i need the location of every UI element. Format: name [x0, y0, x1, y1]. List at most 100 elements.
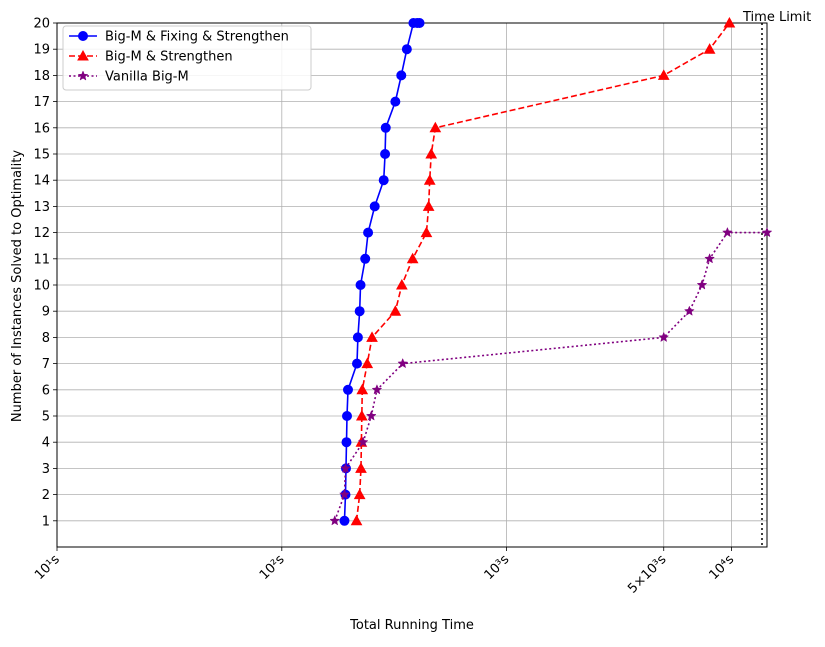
data-point [353, 488, 366, 500]
y-axis-label: Number of Instances Solved to Optimality [10, 150, 25, 422]
data-point [378, 175, 389, 186]
y-tick-label: 16 [33, 121, 50, 136]
y-tick-label: 5 [42, 410, 50, 425]
data-point [77, 49, 89, 61]
data-point [703, 43, 716, 54]
legend-label: Big-M & Fixing & Strengthen [105, 30, 289, 45]
data-point [422, 200, 435, 211]
data-point [341, 437, 352, 448]
data-point [366, 331, 378, 342]
data-point [657, 69, 670, 80]
data-point [397, 357, 409, 369]
legend-entry: Big-M & Fixing & Strengthen [69, 30, 289, 45]
data-point [354, 306, 365, 317]
data-point [360, 253, 371, 264]
y-tick-label: 13 [33, 200, 50, 215]
data-point [340, 462, 351, 473]
data-point [406, 252, 419, 264]
y-tick-label: 19 [33, 43, 50, 58]
y-tick-label: 12 [33, 226, 50, 241]
axes [53, 22, 768, 551]
data-point [351, 358, 362, 369]
data-point [761, 226, 773, 238]
data-point [365, 410, 377, 421]
y-tick-label: 20 [33, 17, 50, 32]
y-tick-label: 8 [42, 331, 50, 346]
y-tick-label: 18 [33, 69, 50, 84]
data-point [420, 226, 433, 238]
data-point [357, 436, 369, 447]
time-limit-label: Time Limit [742, 10, 811, 25]
x-axis-label: Total Running Time [349, 618, 474, 633]
data-point [361, 357, 374, 369]
y-tick-label: 10 [33, 279, 50, 294]
data-point [355, 409, 368, 421]
data-point [352, 332, 363, 343]
data-point [414, 18, 425, 28]
data-point [658, 331, 670, 342]
x-tick-label: 10²s [257, 552, 288, 583]
series-3 [329, 226, 773, 526]
legend-label: Big-M & Strengthen [105, 50, 233, 65]
x-tick-label: 5×10³s [625, 552, 669, 596]
y-tick-label: 15 [33, 148, 50, 163]
legend-entry: Big-M & Strengthen [69, 50, 233, 65]
legend-label: Vanilla Big-M [105, 70, 189, 85]
data-point [356, 383, 369, 395]
data-point [389, 305, 402, 316]
y-tick-label: 6 [42, 383, 50, 398]
data-point [423, 174, 436, 185]
data-point [363, 227, 374, 238]
data-point [339, 515, 350, 526]
data-point [380, 149, 391, 159]
x-tick-label: 10³s [482, 552, 513, 583]
data-point [396, 70, 407, 81]
x-tick-label: 10⁴s [706, 552, 737, 583]
series-line [355, 22, 731, 521]
data-point [355, 280, 366, 290]
data-point [329, 515, 341, 526]
series-line [343, 22, 420, 521]
data-point [704, 253, 716, 264]
data-point [355, 462, 367, 473]
data-point [350, 514, 363, 526]
data-point [696, 279, 708, 290]
grid-lines [56, 22, 767, 547]
data-point [339, 488, 350, 500]
data-point [401, 44, 412, 55]
y-tick-label: 1 [42, 514, 50, 529]
y-tick-label: 4 [42, 436, 50, 451]
data-point [77, 70, 89, 81]
data-point [341, 411, 352, 421]
x-tick-label: 10¹s [32, 552, 63, 583]
series-line [333, 231, 767, 522]
y-tick-label: 3 [42, 462, 50, 477]
legend-entry: Vanilla Big-M [69, 70, 189, 85]
data-point [342, 384, 353, 395]
series-1 [339, 18, 425, 526]
legend: Big-M & Fixing & Strengthen Big-M & Stren… [62, 25, 312, 91]
legend-box [62, 25, 312, 91]
data-point [425, 147, 438, 159]
data-point [723, 16, 736, 28]
data-point [380, 122, 391, 133]
y-tick-label: 11 [33, 252, 50, 267]
data-point [371, 384, 383, 395]
data-point [722, 226, 733, 238]
data-point [390, 96, 401, 107]
data-point [429, 121, 442, 133]
y-tick-label: 9 [42, 305, 50, 320]
y-tick-label: 7 [42, 357, 50, 372]
y-tick-label: 14 [33, 174, 50, 189]
series-group [329, 16, 773, 526]
y-tick-label: 2 [42, 488, 50, 503]
data-point [395, 278, 408, 290]
data-point [369, 201, 380, 212]
y-tick-label: 17 [33, 95, 50, 110]
series-2 [350, 16, 736, 526]
data-point [78, 31, 88, 41]
data-point [683, 305, 695, 316]
